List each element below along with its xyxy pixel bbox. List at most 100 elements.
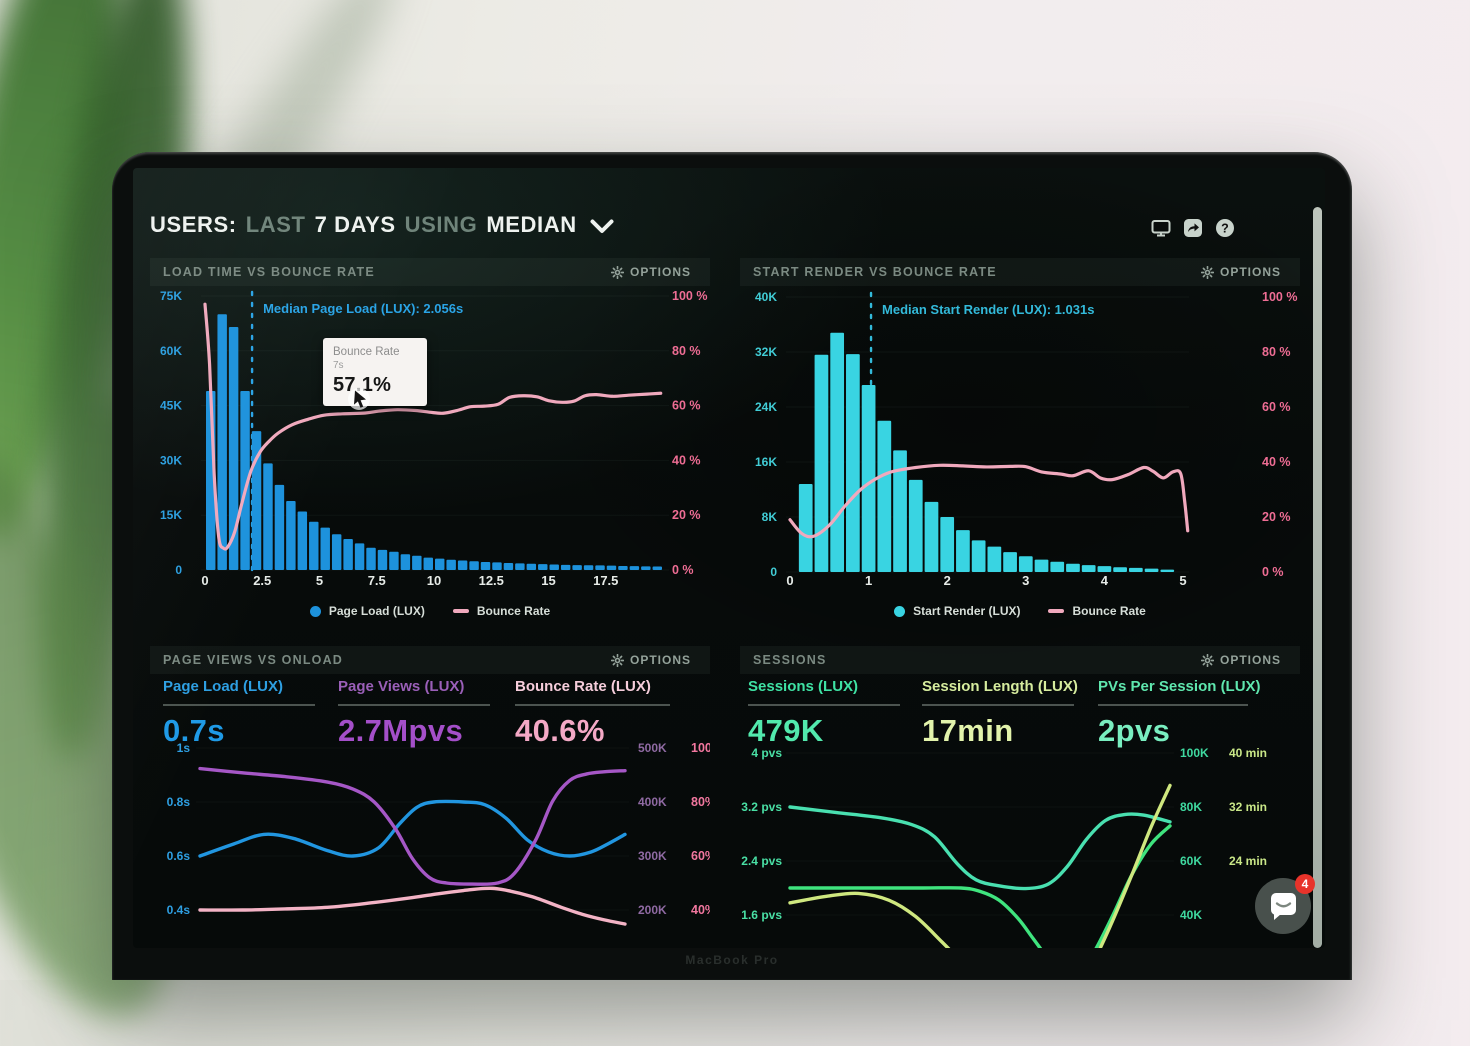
- start-render-histogram-chart[interactable]: 40K 100 % 32K 80 % 24K 60 % 16K 40 % 8K 20 % 0 0 % M…: [740, 258, 1300, 634]
- svg-text:40%: 40%: [691, 903, 710, 917]
- svg-text:2.4 pvs: 2.4 pvs: [741, 854, 782, 868]
- page-scrollbar[interactable]: [1313, 207, 1322, 948]
- svg-text:40 %: 40 %: [672, 453, 701, 467]
- date-range-dropdown[interactable]: USERS: LAST 7 DAYS USING MEDIAN: [150, 212, 614, 238]
- options-button[interactable]: OPTIONS: [1195, 652, 1287, 668]
- options-button[interactable]: OPTIONS: [1195, 264, 1287, 280]
- svg-text:8K: 8K: [762, 510, 778, 524]
- metric-value: 17min: [922, 713, 1014, 748]
- options-label: OPTIONS: [1219, 265, 1281, 279]
- panel-sessions: SESSIONS OPTIONS Sessions (LU: [740, 646, 1300, 948]
- svg-text:24 min: 24 min: [1229, 854, 1267, 868]
- svg-text:40K: 40K: [755, 290, 777, 304]
- laptop-brand-label: MacBook Pro: [685, 953, 779, 967]
- svg-text:80 %: 80 %: [672, 344, 701, 358]
- metric-label: Session Length (LUX): [922, 678, 1078, 706]
- gear-icon: [1200, 653, 1214, 667]
- metric-label: PVs Per Session (LUX): [1098, 678, 1261, 706]
- svg-text:0.4s: 0.4s: [167, 903, 191, 917]
- svg-text:60 %: 60 %: [672, 399, 701, 413]
- metric-label: Bounce Rate (LUX): [515, 678, 670, 706]
- title-segment: MEDIAN: [486, 212, 577, 237]
- title-segment: USING: [404, 212, 478, 237]
- metric-value: 2pvs: [1098, 713, 1171, 748]
- chat-unread-badge: 4: [1295, 874, 1315, 894]
- tooltip-x-value: 7s: [333, 360, 344, 371]
- svg-text:45K: 45K: [160, 399, 182, 413]
- panel-title: PAGE VIEWS VS ONLOAD: [163, 653, 344, 667]
- svg-text:100 %: 100 %: [672, 289, 707, 303]
- metric-sessions: Sessions (LUX) 479K: [748, 678, 900, 749]
- load-time-histogram-chart[interactable]: 75K 100 % 60K 80 % 45K 60 % 30K 40 % 15K 20 % 0 0 %…: [150, 258, 710, 634]
- svg-text:400K: 400K: [638, 795, 667, 809]
- svg-text:100K: 100K: [1180, 746, 1209, 760]
- header-toolbar: ?: [1151, 218, 1235, 238]
- svg-text:32K: 32K: [755, 345, 777, 359]
- svg-text:3: 3: [1022, 573, 1029, 588]
- panel-header: LOAD TIME VS BOUNCE RATE OPTIONS: [150, 258, 710, 286]
- legend-item: Page Load (LUX): [309, 604, 425, 618]
- gear-icon: [610, 265, 624, 279]
- legend-line-marker: [1048, 609, 1065, 613]
- legend-item: Bounce Rate: [1048, 604, 1146, 618]
- metric-session-length: Session Length (LUX) 17min: [922, 678, 1078, 749]
- title-segment: 7 DAYS: [314, 212, 396, 237]
- legend-item: Start Render (LUX): [894, 604, 1020, 618]
- svg-text:60%: 60%: [691, 849, 710, 863]
- chevron-down-icon: [590, 219, 614, 233]
- panel-title: START RENDER VS BOUNCE RATE: [753, 265, 997, 279]
- svg-text:2.5: 2.5: [253, 573, 271, 588]
- tooltip-value: 57.1%: [333, 374, 392, 396]
- svg-text:30K: 30K: [160, 453, 182, 467]
- svg-text:Median Start Render (LUX): 1.0: Median Start Render (LUX): 1.031s: [882, 302, 1094, 317]
- share-icon[interactable]: [1183, 218, 1203, 238]
- svg-text:Median Page Load (LUX): 2.056s: Median Page Load (LUX): 2.056s: [263, 301, 463, 316]
- svg-text:17.5: 17.5: [593, 573, 618, 588]
- panel-header: START RENDER VS BOUNCE RATE OPTIONS: [740, 258, 1300, 286]
- legend-label: Bounce Rate: [476, 604, 551, 618]
- metric-pvs-per-session: PVs Per Session (LUX) 2pvs: [1098, 678, 1261, 749]
- options-button[interactable]: OPTIONS: [605, 652, 697, 668]
- svg-text:0.8s: 0.8s: [167, 795, 191, 809]
- svg-text:0: 0: [175, 563, 182, 577]
- legend-dot-marker: [309, 605, 321, 617]
- svg-text:2: 2: [944, 573, 951, 588]
- svg-text:0.6s: 0.6s: [167, 849, 191, 863]
- svg-text:24K: 24K: [755, 400, 777, 414]
- metric-page-views: Page Views (LUX) 2.7Mpvs: [338, 678, 490, 749]
- chat-widget-button[interactable]: 4: [1255, 874, 1315, 934]
- panel-load-time-vs-bounce-rate: LOAD TIME VS BOUNCE RATE OPTIONS 75K 10: [150, 258, 710, 634]
- legend-label: Page Load (LUX): [328, 604, 425, 618]
- svg-text:500K: 500K: [638, 741, 667, 755]
- legend-item: Bounce Rate: [452, 604, 551, 618]
- title-segment: LAST: [245, 212, 306, 237]
- chat-bubble-icon: [1271, 893, 1296, 920]
- metric-value: 0.7s: [163, 713, 225, 748]
- page-views-line-chart[interactable]: 1s 0.8s 0.6s 0.4s 500K 400K 300K 200K 100% 80% 60%…: [150, 740, 710, 948]
- dashboard-display: USERS: LAST 7 DAYS USING MEDIAN ?: [133, 168, 1325, 948]
- legend-label: Bounce Rate: [1072, 604, 1146, 618]
- svg-text:100 %: 100 %: [1262, 290, 1297, 304]
- panel-header: PAGE VIEWS VS ONLOAD OPTIONS: [150, 646, 710, 674]
- sessions-line-chart[interactable]: 4 pvs 3.2 pvs 2.4 pvs 1.6 pvs 100K 80K 60K 40K 4…: [740, 740, 1300, 948]
- svg-text:?: ?: [1221, 221, 1229, 235]
- metric-label: Sessions (LUX): [748, 678, 900, 706]
- tooltip-series-name: Bounce Rate: [333, 346, 400, 358]
- gear-icon: [1200, 265, 1214, 279]
- svg-text:60K: 60K: [160, 344, 182, 358]
- svg-text:3.2 pvs: 3.2 pvs: [741, 800, 782, 814]
- metric-label: Page Load (LUX): [163, 678, 315, 706]
- options-label: OPTIONS: [1219, 653, 1281, 667]
- display-icon[interactable]: [1151, 218, 1171, 238]
- help-icon[interactable]: ?: [1215, 218, 1235, 238]
- options-button[interactable]: OPTIONS: [605, 264, 697, 280]
- panel-page-views-vs-onload: PAGE VIEWS VS ONLOAD OPTIONS: [150, 646, 710, 948]
- metric-label: Page Views (LUX): [338, 678, 490, 706]
- svg-text:75K: 75K: [160, 289, 182, 303]
- metric-value: 2.7Mpvs: [338, 713, 464, 748]
- legend-label: Start Render (LUX): [913, 604, 1021, 618]
- gear-icon: [610, 653, 624, 667]
- chart-legend: Start Render (LUX) Bounce Rate: [740, 600, 1300, 622]
- metric-value: 479K: [748, 713, 824, 748]
- svg-text:100%: 100%: [691, 741, 710, 755]
